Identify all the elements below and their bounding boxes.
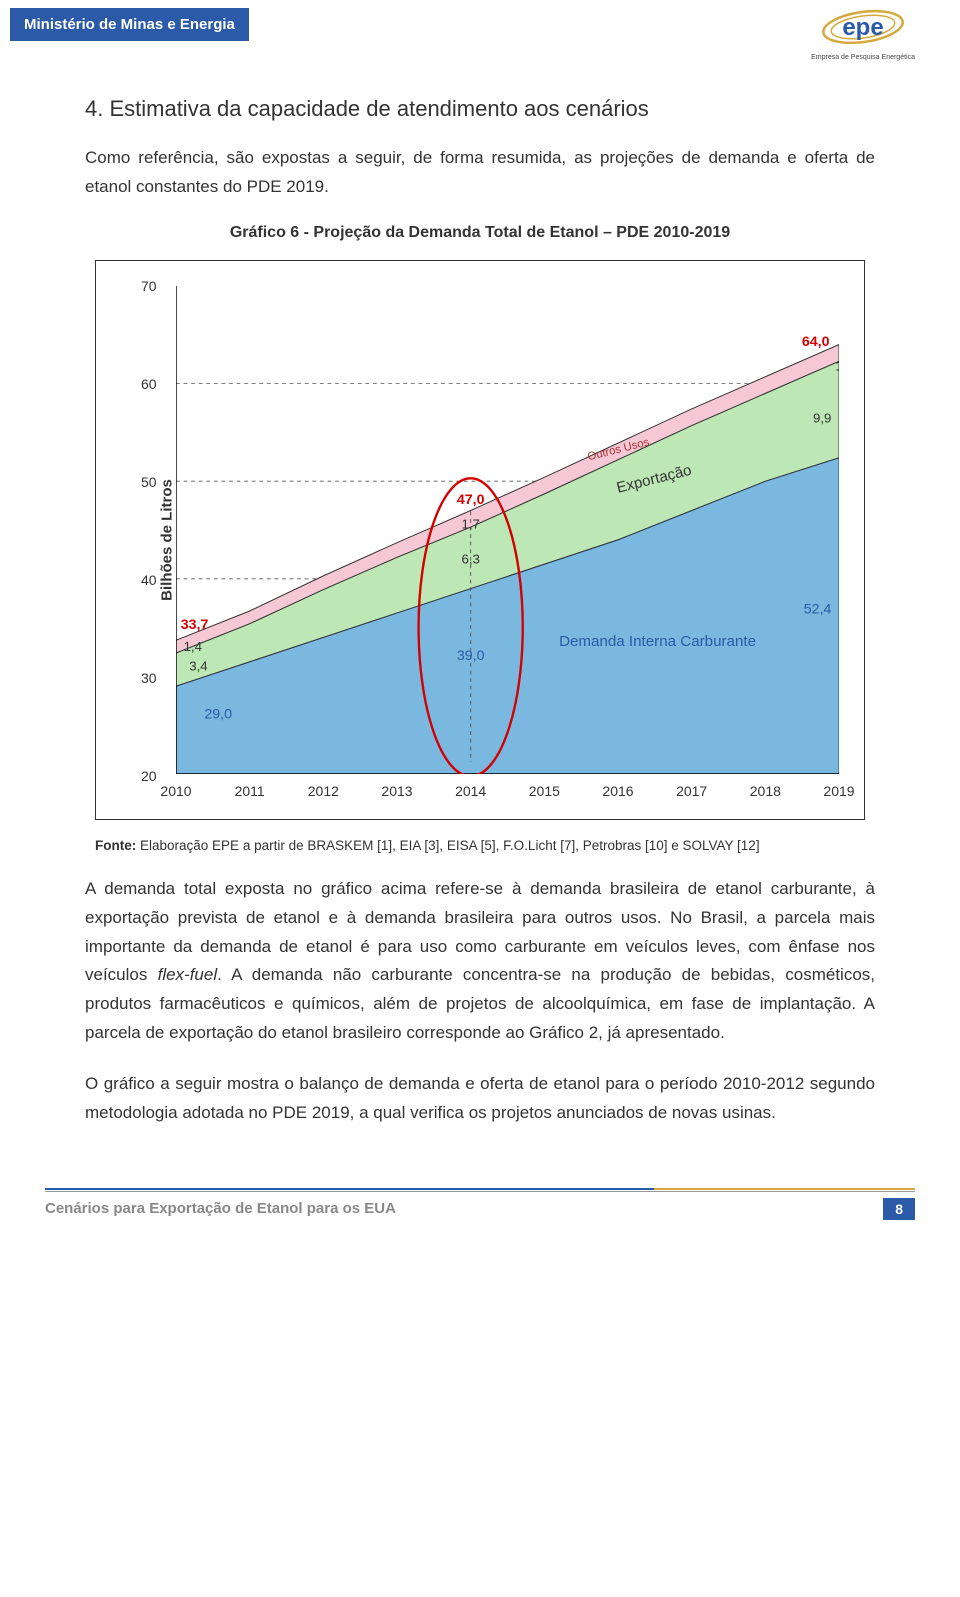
svg-text:52,4: 52,4 (804, 601, 832, 617)
x-tick: 2012 (308, 783, 339, 799)
page-footer: Cenários para Exportação de Etanol para … (0, 1188, 960, 1250)
svg-text:39,0: 39,0 (457, 648, 485, 664)
page-number: 8 (883, 1198, 915, 1220)
svg-text:Demanda Interna Carburante: Demanda Interna Carburante (559, 633, 756, 650)
y-axis-label: Bilhões de Litros (158, 479, 175, 601)
page-header: Ministério de Minas e Energia epe Empres… (0, 0, 960, 61)
para2-flex: flex-fuel (158, 965, 218, 984)
ministry-banner: Ministério de Minas e Energia (10, 8, 249, 41)
fonte-text: Elaboração EPE a partir de BRASKEM [1], … (136, 838, 759, 853)
epe-logo-icon: epe (813, 2, 913, 52)
y-tick: 50 (141, 474, 157, 490)
svg-text:47,0: 47,0 (457, 492, 485, 508)
svg-text:Outros Usos: Outros Usos (586, 436, 650, 463)
logo-subtitle: Empresa de Pesquisa Energética (811, 54, 915, 61)
chart-plot-area: 33,7 1,4 3,4 29,0 47,0 1,7 6,3 39,0 64,0 1,7 9,9 52… (176, 286, 839, 774)
svg-text:9,9: 9,9 (813, 410, 831, 425)
svg-text:1,7: 1,7 (835, 358, 839, 373)
svg-text:epe: epe (842, 14, 883, 41)
fonte-prefix: Fonte: (95, 838, 136, 853)
svg-text:6,3: 6,3 (461, 551, 479, 566)
section-title: 4. Estimativa da capacidade de atendimen… (85, 96, 875, 122)
chart-source: Fonte: Elaboração EPE a partir de BRASKE… (95, 838, 865, 853)
epe-logo: epe Empresa de Pesquisa Energética (811, 2, 915, 61)
y-tick: 70 (141, 278, 157, 294)
svg-text:3,4: 3,4 (189, 658, 207, 673)
x-tick: 2019 (823, 783, 854, 799)
x-tick: 2015 (529, 783, 560, 799)
svg-text:29,0: 29,0 (204, 706, 232, 722)
chart-caption: Gráfico 6 - Projeção da Demanda Total de… (85, 224, 875, 242)
chart-frame: Bilhões de Litros 20 30 40 50 60 70 33,7 1,4 3,… (95, 260, 865, 820)
x-tick: 2011 (235, 783, 265, 799)
x-tick: 2014 (455, 783, 486, 799)
x-tick: 2018 (750, 783, 781, 799)
x-tick: 2013 (381, 783, 412, 799)
y-tick: 20 (141, 768, 157, 784)
y-tick: 60 (141, 376, 157, 392)
y-tick: 40 (141, 572, 157, 588)
x-tick: 2017 (676, 783, 707, 799)
footer-title: Cenários para Exportação de Etanol para … (45, 1200, 396, 1217)
svg-text:1,4: 1,4 (184, 639, 202, 654)
svg-text:Exportação: Exportação (615, 462, 693, 497)
x-tick: 2010 (160, 783, 191, 799)
x-tick: 2016 (602, 783, 633, 799)
intro-paragraph: Como referência, são expostas a seguir, … (85, 144, 875, 202)
svg-text:33,7: 33,7 (181, 617, 209, 633)
svg-text:1,7: 1,7 (461, 516, 479, 531)
paragraph-3: O gráfico a seguir mostra o balanço de d… (85, 1070, 875, 1128)
svg-text:64,0: 64,0 (802, 334, 830, 350)
y-tick: 30 (141, 670, 157, 686)
paragraph-2: A demanda total exposta no gráfico acima… (85, 875, 875, 1048)
